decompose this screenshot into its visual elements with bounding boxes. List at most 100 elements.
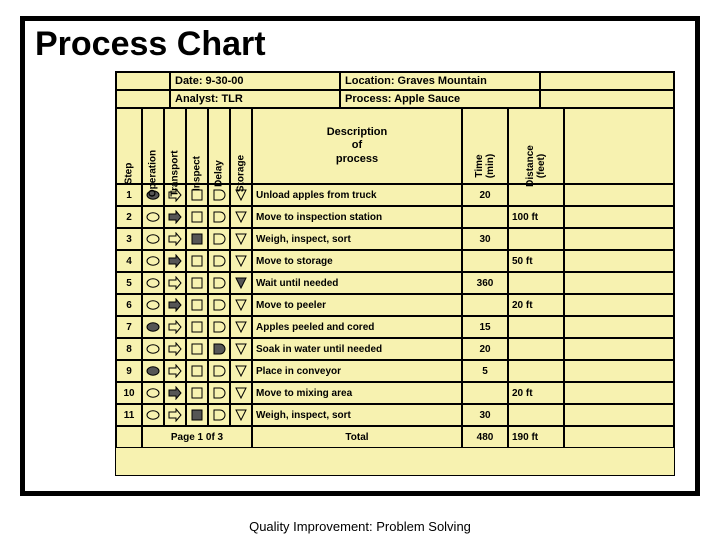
step-distance: 100 ft — [508, 206, 564, 228]
inspect-symbol — [186, 404, 208, 426]
step-number: 7 — [116, 316, 142, 338]
col-operation: Operation — [142, 108, 164, 184]
step-description: Wait until needed — [252, 272, 462, 294]
location-label: Location: Graves Mountain — [340, 72, 540, 90]
operation-symbol — [142, 360, 164, 382]
step-time — [462, 382, 508, 404]
operation-symbol — [142, 338, 164, 360]
total-label: Total — [252, 426, 462, 448]
step-time: 20 — [462, 184, 508, 206]
transport-symbol — [164, 294, 186, 316]
operation-symbol — [142, 228, 164, 250]
step-description: Unload apples from truck — [252, 184, 462, 206]
col-transport: Transport — [164, 108, 186, 184]
transport-symbol — [164, 250, 186, 272]
step-description: Move to inspection station — [252, 206, 462, 228]
step-time: 360 — [462, 272, 508, 294]
operation-symbol — [142, 250, 164, 272]
transport-symbol — [164, 360, 186, 382]
inspect-symbol — [186, 250, 208, 272]
delay-symbol — [208, 184, 230, 206]
operation-symbol — [142, 404, 164, 426]
col-inspect: Inspect — [186, 108, 208, 184]
operation-symbol — [142, 206, 164, 228]
col-distance: Distance(feet) — [508, 108, 564, 184]
step-distance — [508, 184, 564, 206]
storage-symbol — [230, 382, 252, 404]
step-time: 30 — [462, 404, 508, 426]
step-number: 2 — [116, 206, 142, 228]
step-description: Move to storage — [252, 250, 462, 272]
process-sheet: Date: 9-30-00Location: Graves MountainAn… — [115, 71, 675, 476]
step-number: 4 — [116, 250, 142, 272]
storage-symbol — [230, 272, 252, 294]
page: Process Chart Date: 9-30-00Location: Gra… — [0, 0, 720, 540]
delay-symbol — [208, 294, 230, 316]
step-time — [462, 250, 508, 272]
transport-symbol — [164, 316, 186, 338]
step-time: 5 — [462, 360, 508, 382]
step-time — [462, 206, 508, 228]
step-time: 15 — [462, 316, 508, 338]
step-description: Weigh, inspect, sort — [252, 404, 462, 426]
table-row: 11Weigh, inspect, sort30 — [116, 404, 674, 426]
step-number: 6 — [116, 294, 142, 316]
table-row: 3Weigh, inspect, sort30 — [116, 228, 674, 250]
delay-symbol — [208, 228, 230, 250]
delay-symbol — [208, 338, 230, 360]
table-row: 4 Move to storage 50 ft — [116, 250, 674, 272]
step-distance — [508, 228, 564, 250]
storage-symbol — [230, 316, 252, 338]
col-time: Time(min) — [462, 108, 508, 184]
storage-symbol — [230, 338, 252, 360]
operation-symbol — [142, 294, 164, 316]
delay-symbol — [208, 316, 230, 338]
step-distance: 20 ft — [508, 382, 564, 404]
inspect-symbol — [186, 228, 208, 250]
step-distance — [508, 360, 564, 382]
transport-symbol — [164, 206, 186, 228]
step-number: 9 — [116, 360, 142, 382]
delay-symbol — [208, 272, 230, 294]
col-storage: Storage — [230, 108, 252, 184]
operation-symbol — [142, 272, 164, 294]
table-row: 9Place in conveyor5 — [116, 360, 674, 382]
delay-symbol — [208, 404, 230, 426]
storage-symbol — [230, 228, 252, 250]
step-time: 20 — [462, 338, 508, 360]
transport-symbol — [164, 338, 186, 360]
page-note: Page 1 0f 3 — [142, 426, 252, 448]
step-description: Apples peeled and cored — [252, 316, 462, 338]
inspect-symbol — [186, 316, 208, 338]
inspect-symbol — [186, 382, 208, 404]
step-time — [462, 294, 508, 316]
transport-symbol — [164, 228, 186, 250]
transport-symbol — [164, 382, 186, 404]
table-row: 7 Apples peeled and cored15 — [116, 316, 674, 338]
delay-symbol — [208, 250, 230, 272]
step-distance: 50 ft — [508, 250, 564, 272]
analyst-label: Analyst: TLR — [170, 90, 340, 108]
transport-symbol — [164, 272, 186, 294]
step-number: 5 — [116, 272, 142, 294]
table-row: 6Move to peeler20 ft — [116, 294, 674, 316]
table-row: 8Soak in water until needed20 — [116, 338, 674, 360]
storage-symbol — [230, 404, 252, 426]
storage-symbol — [230, 294, 252, 316]
step-distance — [508, 338, 564, 360]
step-number: 3 — [116, 228, 142, 250]
inspect-symbol — [186, 360, 208, 382]
footer-text: Quality Improvement: Problem Solving — [0, 519, 720, 534]
step-number: 1 — [116, 184, 142, 206]
delay-symbol — [208, 382, 230, 404]
step-distance — [508, 316, 564, 338]
col-step: Step — [116, 108, 142, 184]
step-description: Move to peeler — [252, 294, 462, 316]
totals-row: Page 1 0f 3Total480190 ft — [116, 426, 674, 448]
delay-symbol — [208, 206, 230, 228]
step-description: Move to mixing area — [252, 382, 462, 404]
step-number: 8 — [116, 338, 142, 360]
transport-symbol — [164, 404, 186, 426]
storage-symbol — [230, 360, 252, 382]
page-title: Process Chart — [35, 25, 266, 64]
